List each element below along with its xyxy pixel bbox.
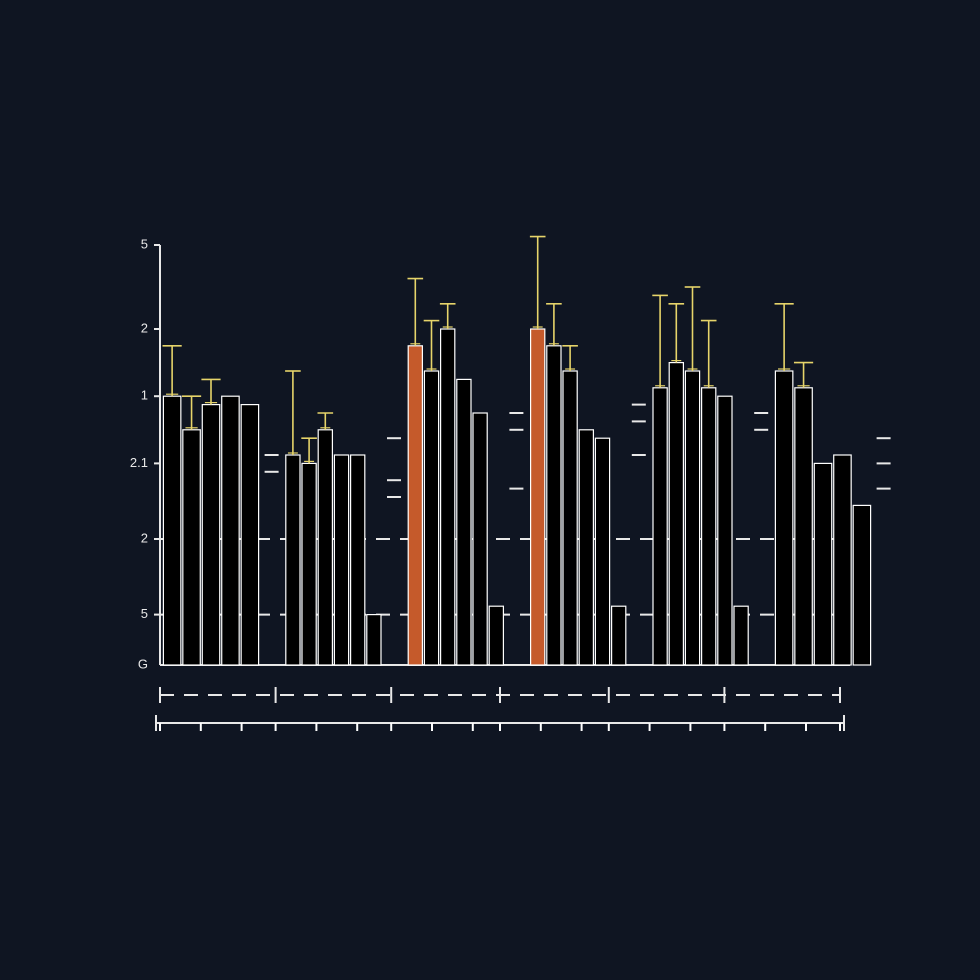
bar: [612, 606, 626, 665]
bar: [579, 430, 593, 665]
bar: [718, 396, 732, 665]
bar: [563, 371, 577, 665]
bar: [457, 379, 471, 665]
bar: [473, 413, 487, 665]
y-axis-label: 2: [141, 320, 148, 335]
y-axis-label: 2: [141, 530, 148, 545]
y-axis-label: 5: [141, 236, 148, 251]
bar: [183, 430, 200, 665]
bar: [653, 388, 667, 665]
bar: [814, 463, 831, 665]
bar: [202, 405, 219, 665]
bar: [547, 346, 561, 665]
bar: [222, 396, 239, 665]
bar: [685, 371, 699, 665]
bar: [163, 396, 180, 665]
bar: [424, 371, 438, 665]
bar: [702, 388, 716, 665]
bar: [795, 388, 812, 665]
bar: [286, 455, 300, 665]
bar: [669, 363, 683, 665]
bar: [834, 455, 851, 665]
bar: [775, 371, 792, 665]
bar: [367, 615, 381, 665]
y-axis-label: 2.1: [130, 455, 148, 470]
bar: [853, 505, 870, 665]
bar: [595, 438, 609, 665]
grouped-bar-chart: 5 2 1 2.1 2 5 G: [0, 0, 980, 980]
bar: [334, 455, 348, 665]
bar: [318, 430, 332, 665]
y-axis-label: 1: [141, 388, 148, 403]
bar: [441, 329, 455, 665]
bar: [241, 405, 258, 665]
y-axis-label: G: [138, 656, 148, 671]
y-axis-label: 5: [141, 606, 148, 621]
bar: [408, 346, 422, 665]
bar: [531, 329, 545, 665]
bar: [351, 455, 365, 665]
bar: [734, 606, 748, 665]
bar: [302, 463, 316, 665]
bar: [489, 606, 503, 665]
